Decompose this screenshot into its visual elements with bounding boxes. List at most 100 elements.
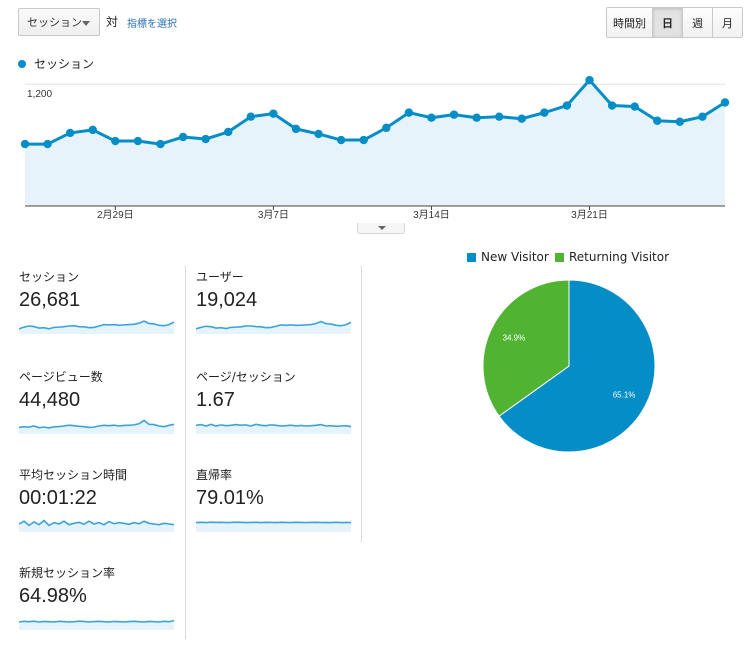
- pie-slice-label: 34.9%: [503, 334, 526, 343]
- data-point[interactable]: [675, 117, 685, 126]
- main-chart-legend: セッション: [18, 55, 94, 72]
- scorecard-label: 新規セッション率: [19, 566, 116, 580]
- data-point[interactable]: [630, 102, 639, 111]
- legend-label-sessions: セッション: [34, 57, 95, 71]
- metric-selector-label: セッション: [27, 16, 82, 29]
- data-point[interactable]: [449, 110, 459, 119]
- sparkline-fill: [19, 620, 174, 630]
- select-metric-link[interactable]: 指標を選択: [127, 19, 177, 30]
- area-fill: [25, 80, 725, 206]
- scorecard-value: 79.01%: [196, 487, 264, 509]
- x-tick-label: 3月14日: [413, 209, 450, 221]
- pie-slice-new-visitor[interactable]: [498, 279, 656, 453]
- sparkline: [196, 521, 352, 532]
- scorecard-sessions[interactable]: セッション 26,681: [19, 268, 177, 346]
- sessions-line-chart[interactable]: 1,2006002月29日3月7日3月14日3月21日: [0, 70, 750, 222]
- scorecard-pageviews[interactable]: ページビュー数 44,480: [19, 368, 177, 446]
- data-point[interactable]: [111, 136, 120, 146]
- pie-legend-new-visitor[interactable]: New Visitor: [467, 250, 549, 264]
- data-point[interactable]: [291, 124, 301, 134]
- sparkline: [196, 423, 352, 434]
- data-point[interactable]: [336, 135, 346, 145]
- data-point[interactable]: [427, 113, 436, 122]
- x-tick-label: 3月21日: [571, 209, 608, 221]
- granularity-day-button[interactable]: 日: [652, 8, 682, 37]
- data-point[interactable]: [43, 139, 52, 149]
- data-point[interactable]: [224, 127, 233, 137]
- sparkline-fill: [196, 522, 351, 532]
- scorecard-label: セッション: [19, 270, 80, 284]
- scorecard-value: 64.98%: [19, 585, 87, 607]
- legend-label: Returning Visitor: [569, 250, 670, 264]
- granularity-hourly-button[interactable]: 時間別: [607, 8, 652, 37]
- data-point[interactable]: [653, 116, 662, 125]
- vs-label: 対: [106, 15, 119, 29]
- data-point[interactable]: [20, 139, 30, 149]
- granularity-month-button[interactable]: 月: [712, 8, 742, 37]
- sparkline-line: [19, 519, 175, 527]
- granularity-toggle: 時間別 日 週 月: [606, 7, 743, 38]
- x-tick-label: 3月7日: [258, 209, 289, 221]
- visitor-type-pie-chart[interactable]: 65.1% 34.9%: [480, 278, 658, 456]
- sparkline-fill: [196, 424, 351, 434]
- sparkline: [196, 320, 352, 334]
- sparkline: [19, 519, 175, 532]
- data-point[interactable]: [178, 132, 188, 142]
- metric-selector-dropdown[interactable]: セッション: [18, 8, 100, 36]
- data-point[interactable]: [698, 112, 707, 121]
- data-point[interactable]: [359, 135, 368, 145]
- x-tick-label: 2月29日: [97, 209, 134, 221]
- legend-label: New Visitor: [481, 250, 549, 264]
- sparkline: [19, 320, 175, 334]
- scorecard-label: ページビュー数: [19, 370, 103, 384]
- sparkline-line: [19, 619, 175, 623]
- pie-slice-label: 65.1%: [613, 390, 636, 399]
- scorecard-pages-per-session[interactable]: ページ/セッション 1.67: [196, 368, 354, 446]
- data-point[interactable]: [201, 134, 210, 144]
- series-dot-icon: [18, 59, 26, 68]
- scorecard-bounce-rate[interactable]: 直帰率 79.01%: [196, 466, 354, 544]
- data-point[interactable]: [404, 108, 414, 117]
- sparkline-line: [196, 320, 352, 330]
- data-point[interactable]: [720, 98, 730, 107]
- scorecard-avg-session-duration[interactable]: 平均セッション時間 00:01:22: [19, 466, 177, 544]
- data-point[interactable]: [472, 113, 481, 122]
- data-point[interactable]: [65, 128, 75, 138]
- data-point[interactable]: [494, 112, 504, 121]
- sparkline: [19, 419, 175, 434]
- sparkline-line: [19, 419, 175, 429]
- scorecard-label: ページ/セッション: [196, 370, 296, 384]
- scorecard-value: 44,480: [19, 389, 81, 411]
- data-point[interactable]: [540, 108, 549, 117]
- pie-slice-returning-visitor[interactable]: [482, 279, 570, 417]
- data-point[interactable]: [156, 139, 165, 149]
- y-tick-label: 1,200: [27, 89, 52, 100]
- data-point[interactable]: [314, 129, 323, 139]
- chevron-down-icon: [82, 21, 90, 26]
- sparkline-line: [19, 320, 175, 330]
- scorecard-value: 1.67: [196, 389, 235, 411]
- scorecard-value: 19,024: [196, 289, 258, 311]
- scorecard-value: 00:01:22: [19, 487, 97, 509]
- scorecard-label: 平均セッション時間: [19, 468, 128, 482]
- granularity-week-button[interactable]: 週: [682, 8, 712, 37]
- data-point[interactable]: [562, 101, 572, 110]
- data-point[interactable]: [88, 125, 97, 135]
- scorecard-users[interactable]: ユーザー 19,024: [196, 268, 354, 346]
- scorecard-value: 26,681: [19, 289, 81, 311]
- data-point[interactable]: [607, 101, 617, 110]
- scorecard-new-sessions-rate[interactable]: 新規セッション率 64.98%: [19, 564, 177, 642]
- legend-swatch: [467, 252, 476, 262]
- data-point[interactable]: [517, 114, 526, 123]
- pie-legend-returning-visitor[interactable]: Returning Visitor: [555, 250, 669, 264]
- data-point[interactable]: [133, 136, 143, 146]
- sparkline: [19, 619, 175, 630]
- data-point[interactable]: [585, 75, 594, 85]
- scorecard-divider: [185, 266, 186, 639]
- data-point[interactable]: [246, 112, 256, 121]
- collapse-chart-handle[interactable]: [357, 223, 405, 234]
- scorecard-label: ユーザー: [196, 270, 244, 284]
- legend-swatch: [555, 252, 564, 262]
- data-point[interactable]: [269, 109, 278, 118]
- data-point[interactable]: [382, 123, 391, 133]
